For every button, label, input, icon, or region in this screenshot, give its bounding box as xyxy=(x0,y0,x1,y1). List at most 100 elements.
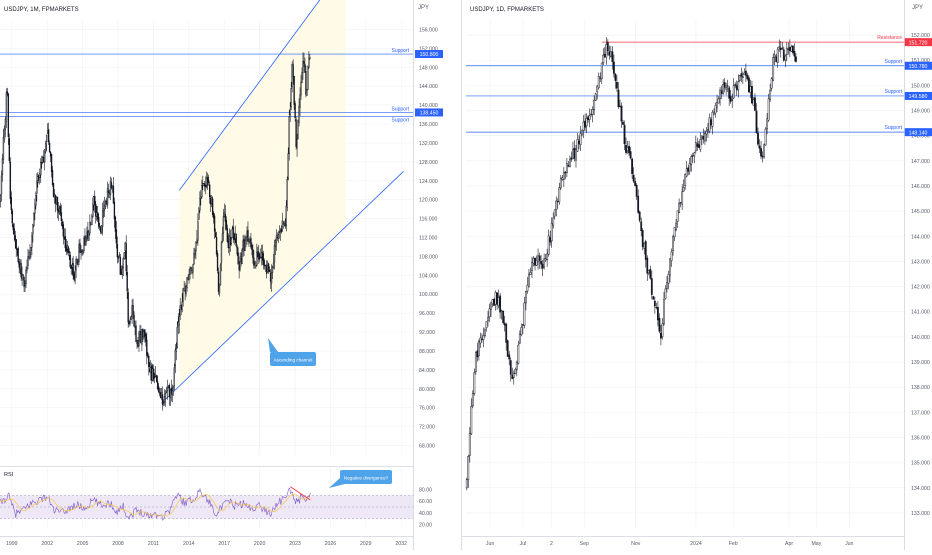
monthly-candle xyxy=(265,266,268,274)
daily-candle xyxy=(600,62,603,80)
left-chart-panel[interactable]: Support Support Support RSI Ascending chan… xyxy=(0,0,443,547)
monthly-candle xyxy=(61,221,64,227)
right-time-axis[interactable]: Jun Jul 2 Sep Nov 2024 Feb Apr May Jun xyxy=(486,541,854,547)
monthly-candle xyxy=(181,301,183,310)
daily-candle xyxy=(534,257,536,266)
daily-candle xyxy=(562,172,565,180)
rsi-tick-label: 60.00 xyxy=(419,499,432,505)
monthly-candle xyxy=(35,195,37,207)
monthly-candle xyxy=(76,258,78,265)
channel-fill xyxy=(179,0,346,386)
monthly-candle xyxy=(39,173,41,178)
monthly-candle xyxy=(48,142,51,152)
daily-candle xyxy=(593,99,596,110)
monthly-candle xyxy=(38,174,40,177)
daily-candle xyxy=(506,340,509,357)
right-grid xyxy=(466,20,904,528)
right-price-tags: 151.720 150.780 149.580 148.140 xyxy=(904,38,932,136)
monthly-candle xyxy=(309,57,311,59)
monthly-candle xyxy=(209,197,212,205)
daily-candle xyxy=(713,111,715,115)
price-tick-label: 133.000 xyxy=(911,511,930,517)
daily-candle xyxy=(578,140,580,145)
daily-candle xyxy=(675,222,677,230)
monthly-candle xyxy=(117,257,120,259)
monthly-candle xyxy=(123,252,125,260)
monthly-candle xyxy=(110,182,113,189)
price-tick-label: 96.000 xyxy=(419,311,435,317)
price-tick-label: 138.000 xyxy=(911,385,930,391)
monthly-candle xyxy=(262,253,264,261)
daily-candle xyxy=(517,344,520,364)
monthly-candle xyxy=(154,376,156,379)
daily-candle xyxy=(690,156,693,165)
monthly-candle xyxy=(78,244,80,263)
monthly-candle xyxy=(57,209,60,213)
monthly-candle xyxy=(282,222,285,224)
daily-candle xyxy=(622,121,624,125)
daily-candle xyxy=(731,99,734,101)
monthly-candle xyxy=(155,375,158,383)
daily-candle xyxy=(608,51,611,56)
rsi-tick-label: 80.00 xyxy=(419,488,432,494)
monthly-candle xyxy=(50,154,53,173)
price-tick-label: 139.000 xyxy=(911,360,930,366)
daily-candle xyxy=(787,48,790,50)
daily-candle xyxy=(476,350,479,358)
left-price-tags: 150.800 138.450 xyxy=(415,50,443,117)
daily-candle xyxy=(697,144,700,148)
daily-candle xyxy=(613,61,615,74)
left-price-axis[interactable]: 156.000 152.000 148.000 144.000 140.000 136.0… xyxy=(419,27,438,528)
monthly-candle xyxy=(146,339,148,356)
right-chart-panel[interactable]: Resistance Support Support Support USDJPY, … xyxy=(465,5,932,547)
daily-candle xyxy=(714,105,717,114)
monthly-candle xyxy=(22,274,24,277)
time-tick-label: 2008 xyxy=(112,541,124,547)
monthly-candle xyxy=(9,161,11,199)
right-price-axis[interactable]: 152.000 151.000 150.000 149.000 148.000 147.0… xyxy=(911,33,930,517)
monthly-candle xyxy=(10,197,12,211)
price-tick-label: 76.000 xyxy=(419,406,435,412)
panel-frames xyxy=(0,0,905,550)
daily-candle xyxy=(772,57,775,81)
price-tick-label: 124.000 xyxy=(419,179,438,185)
monthly-candle xyxy=(246,231,248,238)
daily-candle xyxy=(770,78,773,89)
monthly-candle xyxy=(259,257,261,259)
daily-candle xyxy=(637,195,640,213)
monthly-candle xyxy=(274,240,277,247)
ascending-channel xyxy=(161,0,404,404)
daily-candle xyxy=(491,299,494,305)
daily-candle xyxy=(599,77,602,79)
monthly-candle xyxy=(99,226,101,228)
monthly-candle xyxy=(85,237,87,246)
monthly-candle xyxy=(5,92,8,122)
time-tick-label: 1999 xyxy=(6,541,18,547)
daily-candle xyxy=(632,174,635,182)
monthly-candle xyxy=(263,265,266,267)
daily-candle xyxy=(669,258,671,276)
daily-candle xyxy=(619,105,621,107)
price-tag: 150.780 xyxy=(909,64,928,70)
monthly-candle xyxy=(88,231,90,241)
price-tick-label: 80.000 xyxy=(419,387,435,393)
daily-candle xyxy=(752,99,755,106)
left-time-axis[interactable]: 1999 2002 2005 2008 2011 2014 2017 2020 2023 2026… xyxy=(6,541,407,547)
price-tick-label: 152.000 xyxy=(911,33,930,39)
monthly-candle xyxy=(32,223,34,235)
monthly-candle xyxy=(142,329,144,338)
monthly-candle xyxy=(209,184,211,198)
price-tick-label: 112.000 xyxy=(419,236,437,242)
daily-candle xyxy=(728,87,731,99)
left-symbol-label: USDJPY, 1M, FPMARKETS xyxy=(4,7,79,13)
daily-candle xyxy=(602,54,605,64)
monthly-candle xyxy=(16,248,18,250)
daily-candle xyxy=(518,333,521,344)
daily-candle xyxy=(764,128,767,146)
monthly-candle xyxy=(82,249,84,254)
daily-candle xyxy=(497,297,500,307)
support-label: Support xyxy=(884,89,902,95)
daily-candle xyxy=(646,257,649,274)
monthly-candle xyxy=(73,273,75,279)
